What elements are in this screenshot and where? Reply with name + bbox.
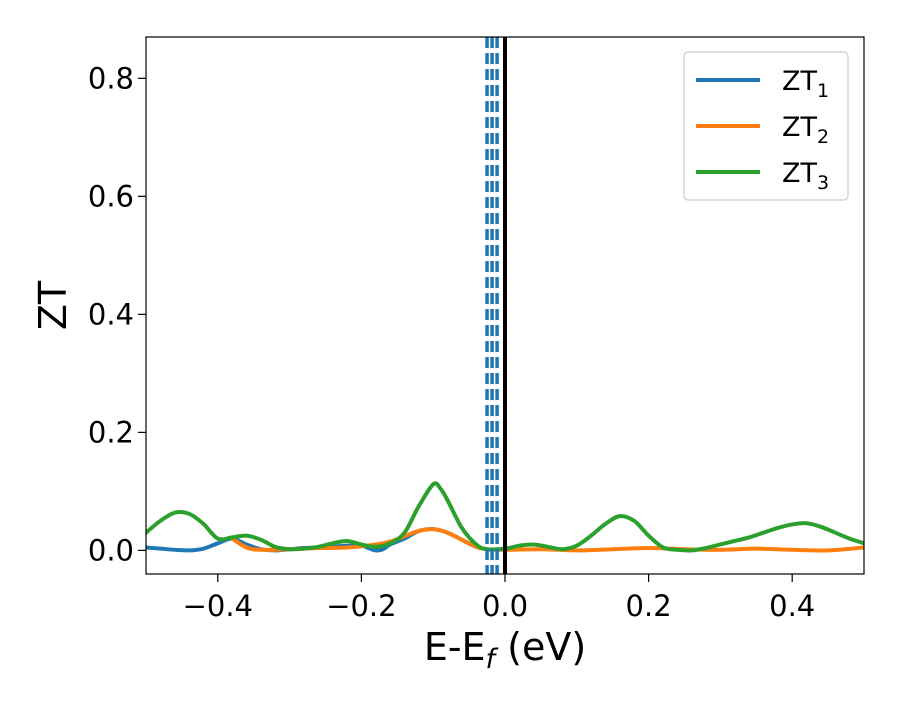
legend-label-subscript: 3 (817, 172, 829, 194)
legend-label: ZT1 (782, 66, 829, 102)
x-tick-label: 0.4 (769, 589, 815, 623)
legend-label-base: ZT (782, 158, 817, 189)
x-axis-label: E-Ef (eV) (424, 625, 586, 675)
x-tick-label: 0.2 (626, 589, 672, 623)
legend-label-subscript: 2 (817, 126, 829, 148)
legend-label-base: ZT (782, 112, 817, 143)
y-tick-label: 0.2 (88, 415, 134, 449)
plot-area (146, 37, 864, 574)
legend-box (683, 51, 849, 201)
y-tick-label: 0.4 (88, 297, 134, 331)
y-tick-label: 0.8 (88, 61, 134, 95)
y-tick-label: 0.0 (88, 533, 134, 567)
x-axis-label-main: E-E (424, 625, 486, 669)
y-tick-label: 0.6 (88, 179, 134, 213)
x-tick-label: −0.4 (183, 589, 253, 623)
legend-label-base: ZT (782, 66, 817, 97)
x-tick-label: −0.2 (326, 589, 396, 623)
legend-label: ZT3 (782, 158, 829, 194)
x-tick-label: 0.0 (482, 589, 528, 623)
y-axis-label: ZT (31, 280, 75, 330)
axes: −0.4 −0.2 0.0 0.2 0.4 0.0 0.2 0.4 0.6 0.8 (88, 36, 865, 623)
x-axis-label-unit: (eV) (495, 625, 586, 669)
legend-label-subscript: 1 (817, 80, 829, 102)
legend-label: ZT2 (782, 112, 829, 148)
